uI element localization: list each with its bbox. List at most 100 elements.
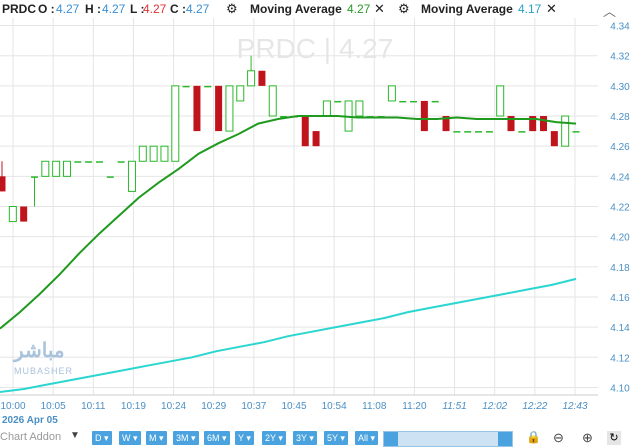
candle-body bbox=[475, 131, 483, 133]
moving-average-line bbox=[0, 277, 577, 393]
x-tick-label: 10:05 bbox=[41, 401, 66, 412]
candle-body bbox=[258, 70, 266, 86]
lock-icon[interactable]: 🔒 bbox=[526, 430, 541, 444]
candle-body bbox=[410, 100, 418, 103]
candle-body bbox=[431, 100, 439, 103]
low-label: L : bbox=[130, 2, 145, 16]
candlestick-series bbox=[0, 55, 580, 223]
period-button-6m[interactable]: 6M ▾ bbox=[204, 431, 230, 445]
candle-body bbox=[387, 85, 396, 102]
brand-watermark: مباشر bbox=[14, 340, 65, 362]
candle-body bbox=[518, 131, 526, 133]
close-icon[interactable]: ✕ bbox=[546, 1, 557, 16]
period-button-3y[interactable]: 3Y ▾ bbox=[293, 431, 317, 445]
refresh-icon[interactable]: ↻ bbox=[607, 431, 621, 445]
watermark-text: PRDC | 4.27 bbox=[237, 33, 394, 64]
gear-icon[interactable]: ⚙ bbox=[398, 1, 410, 16]
candle-body bbox=[540, 116, 548, 132]
ma1-label: Moving Average bbox=[250, 2, 342, 16]
range-handle-right[interactable] bbox=[498, 432, 512, 446]
low-value: 4.27 bbox=[143, 2, 167, 16]
zoom-out-icon[interactable]: ⊖ bbox=[553, 430, 564, 445]
chevron-down-icon: ▼ bbox=[70, 430, 80, 441]
period-button-all[interactable]: All ▾ bbox=[355, 431, 379, 445]
y-tick-label: 4.30 bbox=[610, 82, 630, 93]
y-tick-label: 4.24 bbox=[610, 172, 630, 183]
moving-average-line bbox=[0, 115, 577, 330]
candle-body bbox=[507, 116, 515, 132]
period-button-y[interactable]: Y ▾ bbox=[235, 431, 254, 445]
y-tick-label: 4.34 bbox=[610, 22, 630, 33]
candle-body bbox=[215, 85, 223, 132]
x-tick-label: 11:20 bbox=[402, 401, 427, 412]
symbol-watermark: PRDC | 4.27 bbox=[237, 33, 394, 64]
high-label: H : bbox=[85, 2, 101, 16]
x-tick-label: 10:54 bbox=[322, 401, 347, 412]
x-tick-label: 10:37 bbox=[241, 401, 266, 412]
candle-body bbox=[280, 116, 288, 118]
y-tick-label: 4.32 bbox=[610, 52, 630, 63]
candle-body bbox=[399, 100, 407, 103]
candle-body bbox=[62, 160, 71, 177]
candle-body bbox=[149, 145, 158, 162]
candle-body bbox=[52, 160, 61, 177]
candle-body bbox=[355, 100, 364, 117]
high-value: 4.27 bbox=[102, 2, 126, 16]
y-tick-label: 4.14 bbox=[610, 323, 630, 334]
chevron-up-icon[interactable]: ︿ bbox=[603, 4, 617, 19]
candle-body bbox=[0, 176, 6, 192]
gear-icon[interactable]: ⚙ bbox=[226, 1, 238, 16]
period-button-2y[interactable]: 2Y ▾ bbox=[262, 431, 286, 445]
candle-body bbox=[312, 131, 320, 147]
candle-body bbox=[160, 145, 169, 162]
y-tick-label: 4.26 bbox=[610, 142, 630, 153]
range-slider[interactable] bbox=[383, 431, 513, 447]
x-tick-label: 10:45 bbox=[281, 401, 306, 412]
close-icon[interactable]: ✕ bbox=[374, 1, 385, 16]
candle-body bbox=[322, 100, 331, 117]
x-date-label: 2026 Apr 05 bbox=[2, 415, 58, 426]
candle-body bbox=[420, 100, 428, 132]
candle-body bbox=[95, 161, 103, 163]
candle-body bbox=[550, 131, 558, 147]
candle-body bbox=[193, 85, 201, 132]
zoom-in-icon[interactable]: ⊕ bbox=[582, 430, 593, 445]
candle-body bbox=[41, 160, 50, 177]
x-tick-label: 10:29 bbox=[201, 401, 226, 412]
candle-body bbox=[453, 131, 461, 133]
candle-body bbox=[182, 85, 190, 88]
candle-body bbox=[74, 161, 82, 163]
y-tick-label: 4.10 bbox=[610, 383, 630, 394]
candle-body bbox=[572, 131, 580, 133]
candle-body bbox=[496, 85, 505, 117]
period-button-5y[interactable]: 5Y ▾ bbox=[324, 431, 348, 445]
candle-body bbox=[8, 206, 17, 223]
x-tick-label: 12:43 bbox=[562, 401, 587, 412]
candle-body bbox=[485, 131, 493, 133]
period-button-3m[interactable]: 3M ▾ bbox=[173, 431, 199, 445]
range-handle-left[interactable] bbox=[384, 432, 398, 446]
x-tick-label: 10:00 bbox=[0, 401, 25, 412]
brand-watermark-latin: MUBASHER bbox=[14, 366, 74, 376]
x-tick-label: 10:11 bbox=[81, 401, 106, 412]
period-button-m[interactable]: M ▾ bbox=[146, 431, 167, 445]
y-tick-label: 4.28 bbox=[610, 112, 630, 123]
candle-body bbox=[529, 116, 537, 132]
price-axis: 4.10 4.12 4.14 4.16 4.18 4.20 4.22 4.24 4.26 4.28… bbox=[0, 22, 630, 396]
period-button-d[interactable]: D ▾ bbox=[92, 431, 112, 445]
chart-addon[interactable]: Chart Addon ▼ bbox=[0, 428, 90, 445]
candle-body bbox=[204, 85, 212, 88]
x-tick-label: 11:51 bbox=[442, 401, 466, 412]
candle-body bbox=[171, 85, 180, 162]
grid-lines bbox=[0, 18, 598, 395]
time-axis: 10:00 10:05 10:11 10:19 10:24 10:29 10:37 10:45… bbox=[0, 401, 587, 426]
x-tick-label: 10:24 bbox=[161, 401, 186, 412]
candle-body bbox=[225, 85, 234, 132]
candle-body bbox=[442, 116, 450, 132]
symbol-label: PRDC bbox=[2, 2, 37, 16]
period-button-w[interactable]: W ▾ bbox=[119, 431, 141, 445]
open-label: O : bbox=[38, 2, 55, 16]
candle-body bbox=[236, 85, 245, 102]
open-value: 4.27 bbox=[56, 2, 80, 16]
